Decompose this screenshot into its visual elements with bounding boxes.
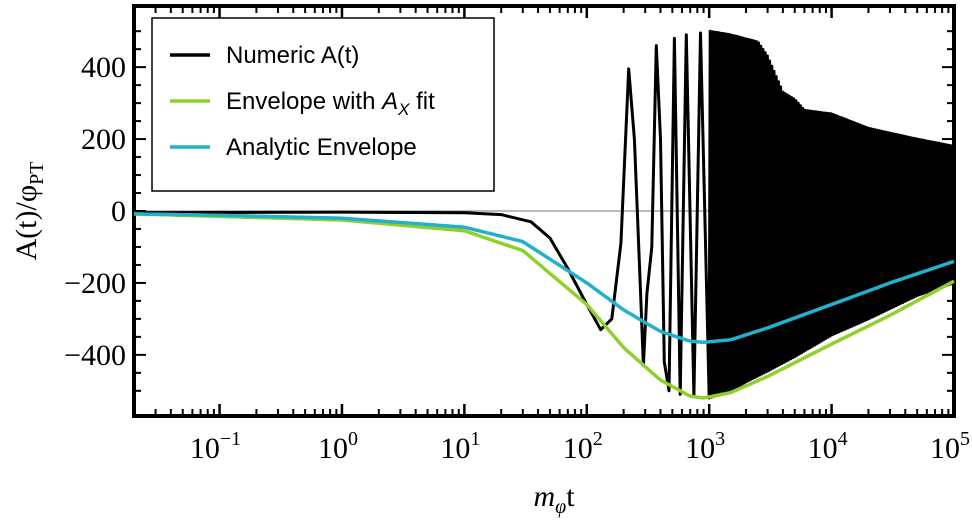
axis-ticks: [133, 6, 956, 416]
x-tick-label: 102: [563, 428, 603, 465]
y-axis-label-sub: PT: [26, 162, 48, 185]
x-tick-label-exp: 0: [348, 428, 358, 450]
x-tick-label: 103: [685, 428, 725, 465]
series-numeric-line: [133, 29, 955, 400]
x-tick-label-base: 10: [930, 432, 960, 465]
legend-label: Envelope with AX fit: [226, 88, 435, 119]
x-tick-label-base: 10: [563, 432, 593, 465]
y-tick-label: 400: [81, 51, 126, 84]
x-tick-label: 101: [440, 428, 480, 465]
x-tick-label-base: 10: [318, 432, 348, 465]
x-axis-label: mφt: [533, 480, 575, 518]
x-tick-label-exp: 1: [470, 428, 480, 450]
x-axis-label-main: m: [533, 480, 555, 513]
legend-label: Numeric A(t): [226, 42, 359, 69]
legend-label-suffix: fit: [409, 88, 435, 115]
x-tick-label: 104: [808, 428, 848, 465]
legend-label-prefix: Envelope with: [226, 88, 382, 115]
x-tick-label-base: 10: [808, 432, 838, 465]
series-analytic-envelope-line: [134, 212, 955, 344]
series-layer: [133, 29, 955, 400]
y-axis-label-main: A(t)/φ: [10, 185, 43, 261]
legend-label: Analytic Envelope: [226, 134, 417, 161]
y-axis-label: A(t)/φPT: [10, 162, 48, 261]
x-tick-label: 105: [930, 428, 970, 465]
x-tick-label: 10−1: [190, 428, 241, 465]
legend-label-sub: X: [397, 100, 410, 119]
x-axis-label-sub: φ: [555, 496, 566, 518]
x-tick-label: 100: [318, 428, 358, 465]
x-tick-label-base: 10: [190, 432, 220, 465]
legend-box: [151, 17, 495, 192]
x-tick-label-exp: 3: [715, 428, 725, 450]
x-tick-label-exp: −1: [220, 428, 241, 450]
x-tick-label-exp: 2: [593, 428, 603, 450]
x-tick-label-base: 10: [440, 432, 470, 465]
legend: Numeric A(t) Envelope with AX fit Analytic…: [151, 17, 495, 192]
y-tick-label: −200: [64, 267, 126, 300]
x-tick-label-base: 10: [685, 432, 715, 465]
legend-label-math: A: [380, 88, 398, 115]
legend-items: Numeric A(t) Envelope with AX fit Analytic…: [170, 42, 435, 161]
x-tick-label-exp: 5: [960, 428, 970, 450]
x-axis-label-rest: t: [566, 480, 575, 513]
y-tick-label: 200: [81, 123, 126, 156]
y-tick-label: 0: [111, 195, 126, 228]
y-tick-label: −400: [64, 339, 126, 372]
x-tick-label-exp: 4: [838, 428, 848, 450]
